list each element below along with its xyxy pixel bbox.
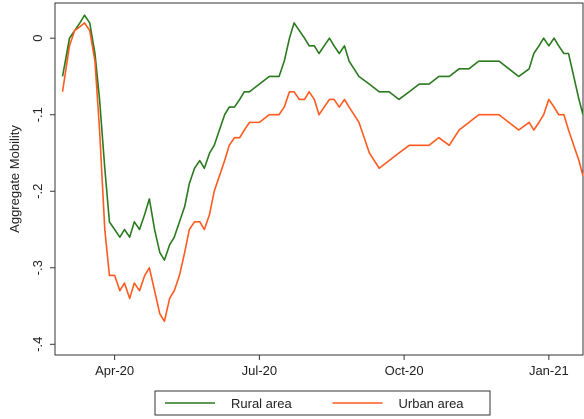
y-tick-label: -.1 xyxy=(30,107,45,122)
x-tick-label: Apr-20 xyxy=(95,363,134,378)
plot-frame xyxy=(54,2,584,356)
x-tick-label: Jan-21 xyxy=(529,363,569,378)
y-axis-label: Aggregate Mobility xyxy=(7,125,22,233)
legend-box xyxy=(154,390,491,416)
lines xyxy=(61,14,584,323)
legend-label: Urban area xyxy=(399,396,465,411)
y-tick-label: -.2 xyxy=(30,184,45,199)
x-tick-label: Oct-20 xyxy=(385,363,424,378)
y-tick-label: -.4 xyxy=(30,337,45,352)
series-line xyxy=(61,14,584,261)
legend-label: Rural area xyxy=(231,396,292,411)
x-tick-label: Jul-20 xyxy=(242,363,277,378)
series-line xyxy=(61,22,584,323)
y-tick-label: -.3 xyxy=(30,260,45,275)
y-tick-label: 0 xyxy=(30,35,45,42)
